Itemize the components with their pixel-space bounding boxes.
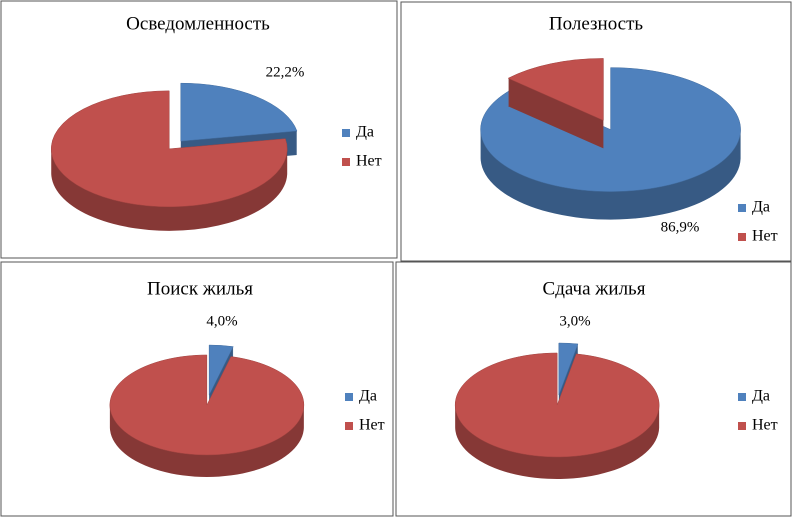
- chart-title: Полезность: [549, 13, 644, 34]
- chart-title: Сдача жилья: [543, 278, 646, 299]
- slice-top: [480, 67, 741, 192]
- legend-label: Нет: [359, 417, 385, 434]
- pie-slice: [507, 58, 604, 149]
- chart-title: Осведомленность: [126, 13, 270, 34]
- slice-top: [507, 58, 604, 121]
- legend-label: Да: [752, 388, 770, 405]
- slice-top: [51, 90, 288, 208]
- legend-swatch: [345, 393, 353, 401]
- chart-panel: Полезность 86,9% Да Нет: [400, 1, 792, 262]
- slice-top: [454, 352, 660, 458]
- panel-border: [400, 1, 792, 262]
- legend-label: Нет: [752, 417, 778, 434]
- legend-label: Да: [359, 388, 377, 405]
- legend-label: Да: [356, 124, 374, 141]
- panel-border: [0, 261, 394, 517]
- legend-swatch: [342, 158, 350, 166]
- chart-title: Поиск жилья: [147, 278, 253, 299]
- slice-top: [208, 344, 234, 396]
- legend-swatch: [345, 422, 353, 430]
- legend-swatch: [738, 233, 746, 241]
- data-label: 4,0%: [206, 313, 237, 329]
- data-label: 22,2%: [266, 64, 305, 80]
- legend-swatch: [738, 393, 746, 401]
- chart-panel: Поиск жилья 4,0% Да Нет: [0, 261, 394, 517]
- panel-border: [395, 261, 792, 517]
- legend-swatch: [342, 129, 350, 137]
- legend-swatch: [738, 204, 746, 212]
- legend-label: Нет: [752, 228, 778, 245]
- pie-slice: [51, 90, 288, 231]
- legend-label: Нет: [356, 153, 382, 170]
- pie-slice: [454, 352, 660, 479]
- chart-panel: Сдача жилья 3,0% Да Нет: [395, 261, 792, 517]
- legend-label: Да: [752, 199, 770, 216]
- pie-slice: [109, 354, 305, 477]
- slice-top: [109, 354, 305, 456]
- legend-swatch: [738, 422, 746, 430]
- slice-top: [558, 342, 579, 396]
- pie-slice: [180, 82, 298, 166]
- data-label: 86,9%: [661, 219, 700, 235]
- slice-top: [180, 82, 298, 142]
- chart-panel: Осведомленность 22,2% Да Нет: [0, 0, 398, 259]
- panel-border: [0, 0, 398, 259]
- data-label: 3,0%: [559, 313, 590, 329]
